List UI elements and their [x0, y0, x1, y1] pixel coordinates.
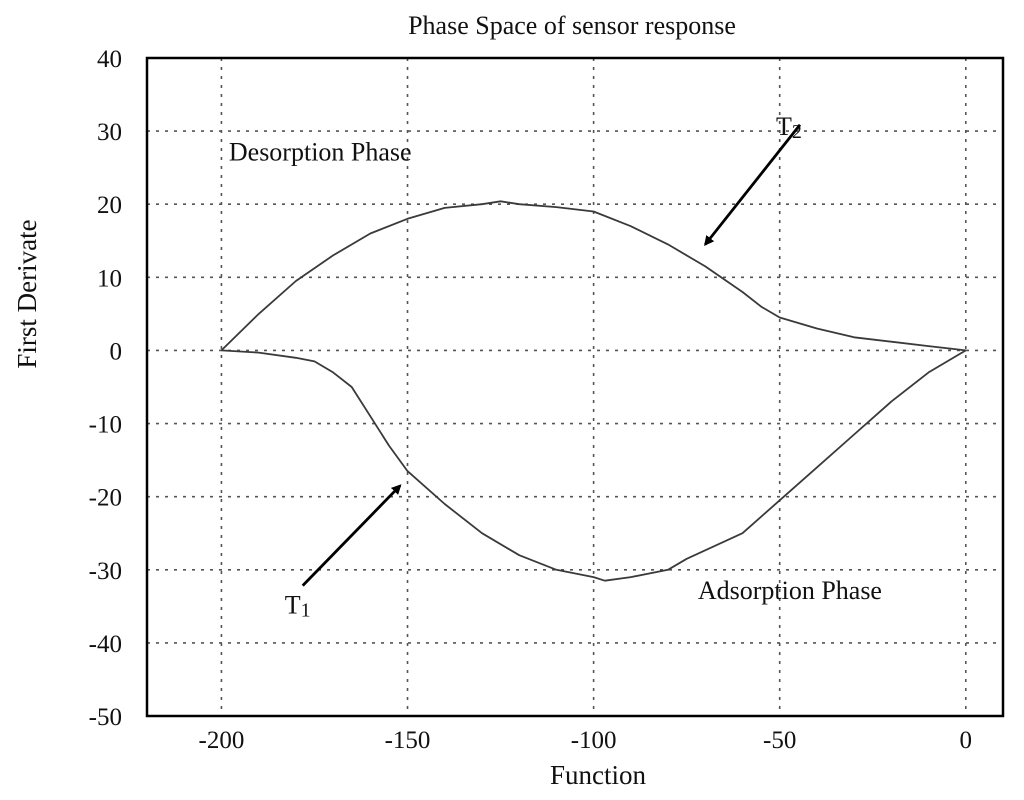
y-tick-label: -40	[89, 631, 122, 658]
y-tick-label: 20	[97, 192, 122, 219]
x-tick-label: -150	[385, 727, 431, 754]
annotation-arrow	[301, 484, 402, 587]
y-tick-label: 40	[97, 46, 122, 73]
y-tick-label: 30	[97, 119, 122, 146]
y-tick-label: 10	[97, 265, 122, 292]
y-axis-label: First Derivate	[12, 219, 42, 368]
data-series	[220, 200, 967, 582]
y-tick-label: -10	[89, 412, 122, 439]
series-line-2	[221, 349, 967, 582]
y-tick-label: -50	[89, 704, 122, 731]
x-tick-labels: -200 -150 -100 -50 0	[199, 727, 973, 754]
plot-frame	[145, 56, 1005, 718]
grid-lines	[147, 58, 1003, 716]
annotation-label: T1	[285, 591, 311, 622]
y-tick-label: -20	[89, 485, 122, 512]
x-tick-label: -100	[571, 727, 617, 754]
x-tick-label: 0	[960, 727, 973, 754]
y-tick-labels: 40 30 20 10 0 -10 -20 -30 -40 -50	[89, 46, 122, 731]
chart-title: Phase Space of sensor response	[408, 11, 736, 40]
annotation-label: Adsorption Phase	[698, 576, 882, 605]
x-axis-label: Function	[550, 760, 647, 790]
y-tick-label: 0	[110, 338, 123, 365]
y-tick-label: -30	[89, 558, 122, 585]
series-line-1	[220, 200, 966, 352]
annotation-label: Desorption Phase	[229, 137, 412, 166]
annotation-arrow	[704, 123, 802, 247]
x-tick-label: -200	[199, 727, 245, 754]
x-tick-label: -50	[763, 727, 796, 754]
